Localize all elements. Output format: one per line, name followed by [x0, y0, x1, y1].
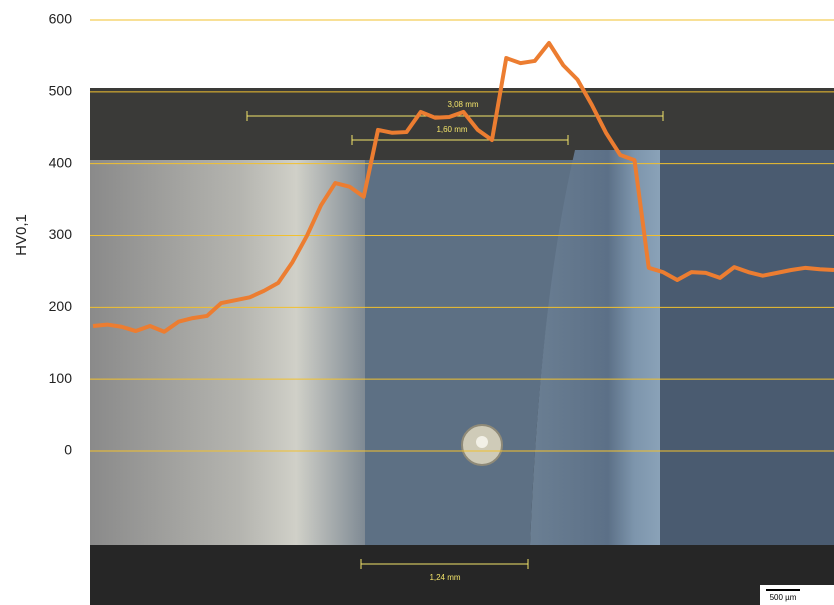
scale-label: 500 µm [770, 593, 797, 602]
data-line [92, 40, 834, 334]
y-tick-label: 200 [49, 298, 73, 314]
y-axis-label: HV0,1 [13, 214, 30, 256]
y-tick-label: 100 [49, 370, 73, 386]
micrograph [90, 88, 834, 605]
y-tick-label: 400 [49, 154, 73, 170]
y-tick-label: 600 [49, 11, 73, 27]
y-tick-label: 300 [49, 226, 73, 242]
y-tick-label: 0 [64, 442, 72, 458]
annotation: 3,08 mm [447, 100, 478, 109]
annotation: 1,60 mm [436, 125, 467, 134]
annotation: 1,24 mm [429, 573, 460, 582]
y-tick-label: 500 [49, 83, 73, 99]
